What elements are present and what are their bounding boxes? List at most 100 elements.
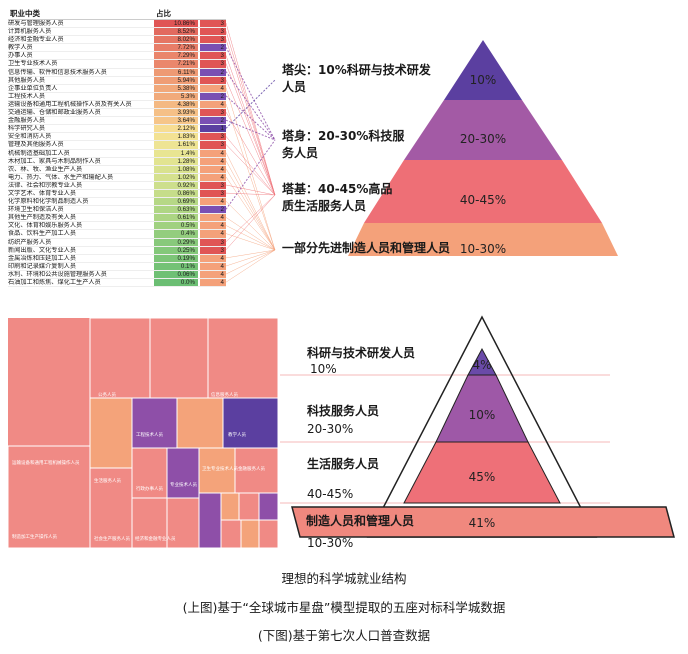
treemap-cell xyxy=(258,492,278,521)
top-pct-3: 40-45% xyxy=(460,193,506,207)
connector-line xyxy=(225,249,276,267)
treemap-label: 生活服务人员 xyxy=(94,477,121,484)
treemap-cell xyxy=(222,397,278,449)
caption-bottom-source: (下图)基于第七次人口普查数据 xyxy=(257,628,431,643)
row-category: 机械制造基础加工人员 xyxy=(8,149,70,157)
row-category: 木材加工、家具与木制品制作人员 xyxy=(8,157,101,165)
connector-line xyxy=(225,249,276,275)
row-category: 印刷和记录媒介复制人员 xyxy=(8,262,77,270)
row-rank: 4 xyxy=(200,279,226,287)
row-rank: 3 xyxy=(200,52,226,60)
top-label-2: 塔身：20-30%科技服务人员 xyxy=(282,129,405,160)
row-category: 食品、饮料生产加工人员 xyxy=(8,230,77,238)
row-share: 3.93% xyxy=(154,109,198,117)
treemap-label: 信息服务人员 xyxy=(211,391,238,398)
row-rank: 3 xyxy=(200,189,226,198)
row-rank: 4 xyxy=(200,270,226,278)
row-rank: 4 xyxy=(200,84,226,92)
connector-line xyxy=(225,217,276,251)
connector-line xyxy=(225,249,276,259)
connector-line xyxy=(225,31,276,196)
bottom-label-3: 生活服务人员 xyxy=(307,457,380,471)
treemap-cell xyxy=(220,492,240,521)
row-rank: 3 xyxy=(200,60,226,68)
bottom-value-4: 10-30% xyxy=(307,536,354,550)
connector-line xyxy=(225,184,276,196)
row-rank: 3 xyxy=(200,109,226,117)
bottom-value-1: 10% xyxy=(310,362,337,376)
row-category: 农、林、牧、渔业生产人员 xyxy=(8,165,83,173)
table-row: 化学原料和化学制品制造人员 0.69% 4 xyxy=(8,198,226,207)
connector-group xyxy=(225,22,276,283)
caption-title: 理想的科学城就业结构 xyxy=(281,571,407,586)
row-rank: 2 xyxy=(200,117,226,125)
row-rank: 4 xyxy=(200,165,226,173)
treemap-cell xyxy=(240,519,260,548)
table-row: 办事人员 7.29% 3 xyxy=(8,52,226,61)
table-row: 科学研究人员 2.12% 1 xyxy=(8,125,226,134)
row-rank: 4 xyxy=(200,214,226,222)
treemap-cell xyxy=(89,467,133,548)
top-label-4: 一部分先进制造人员和管理人员 xyxy=(282,241,451,255)
row-share: 1.08% xyxy=(154,165,198,173)
row-category: 信息传输、软件和信息技术服务人员 xyxy=(8,68,107,76)
connector-line xyxy=(225,79,276,196)
row-share: 0.4% xyxy=(154,230,198,238)
row-rank: 4 xyxy=(200,230,226,238)
table-row: 法律、社会和宗教专业人员 0.92% 3 xyxy=(8,181,226,190)
treemap-cell xyxy=(166,447,200,499)
top-pct-2: 20-30% xyxy=(460,132,506,146)
table-row: 交通运输、仓储和邮政业服务人员 3.93% 3 xyxy=(8,109,226,118)
table-row: 新闻出版、文化专业人员 0.25% 3 xyxy=(8,246,226,255)
table-row: 计算机服务人员 8.52% 3 xyxy=(8,28,226,37)
table-row: 管理及其他服务人员 1.61% 3 xyxy=(8,141,226,150)
table-row: 环境卫生和保洁人员 0.63% 2 xyxy=(8,206,226,215)
table-header: 职业中类 占比 xyxy=(8,9,226,20)
treemap-cell xyxy=(234,447,278,494)
table-row: 工程技术人员 5.3% 2 xyxy=(8,92,226,101)
connector-line xyxy=(225,192,276,196)
row-category: 法律、社会和宗教专业人员 xyxy=(8,181,83,189)
connector-line xyxy=(225,136,276,196)
row-rank: 4 xyxy=(200,157,226,165)
table-row: 文学艺术、体育专业人员 0.86% 3 xyxy=(8,189,226,199)
connector-line xyxy=(225,22,276,196)
table-row: 研发与管理服务人员 10.86% 3 xyxy=(8,20,226,29)
row-category: 金融服务人员 xyxy=(8,117,46,125)
row-category: 管理及其他服务人员 xyxy=(8,141,64,149)
treemap-cell xyxy=(207,318,278,399)
row-rank: 4 xyxy=(200,198,226,206)
treemap-cell xyxy=(198,447,236,494)
bottom-label-4: 制造人员和管理人员 xyxy=(306,514,415,528)
connector-line xyxy=(225,87,276,251)
row-rank: 4 xyxy=(200,100,226,109)
row-rank: 3 xyxy=(200,76,226,84)
table-row: 机械制造基础加工人员 1.4% 4 xyxy=(8,149,226,158)
treemap-cell xyxy=(8,445,91,548)
row-category: 科学研究人员 xyxy=(8,125,46,133)
table-row: 农、林、牧、渔业生产人员 1.08% 4 xyxy=(8,165,226,174)
connector-line xyxy=(225,103,276,251)
row-share: 0.06% xyxy=(154,270,198,278)
row-share: 10.86% xyxy=(154,20,198,28)
connector-line xyxy=(225,194,276,250)
row-rank: 2 xyxy=(200,44,226,52)
row-share: 6.11% xyxy=(154,68,198,76)
table-row: 金属冶炼和压延加工人员 0.19% 4 xyxy=(8,254,226,263)
connector-line xyxy=(225,139,276,210)
connector-line xyxy=(225,119,276,141)
row-category: 计算机服务人员 xyxy=(8,28,52,36)
table-row: 电力、热力、气体、水生产和输配人员 1.02% 4 xyxy=(8,173,226,182)
table-row: 企事业单位负责人 5.38% 4 xyxy=(8,84,226,93)
row-share: 8.02% xyxy=(154,36,198,44)
row-rank: 3 xyxy=(200,141,226,149)
table-row: 食品、饮料生产加工人员 0.4% 4 xyxy=(8,230,226,239)
table-row: 印刷和记录媒介复制人员 0.1% 4 xyxy=(8,262,226,271)
row-rank: 4 xyxy=(200,254,226,262)
row-category: 其他生产制造及有关人员 xyxy=(8,214,77,222)
row-share: 5.3% xyxy=(154,92,198,100)
connector-line xyxy=(225,95,276,141)
header-category: 职业中类 xyxy=(10,9,40,18)
row-share: 7.21% xyxy=(154,60,198,68)
table-row: 信息传输、软件和信息技术服务人员 6.11% 2 xyxy=(8,68,226,77)
